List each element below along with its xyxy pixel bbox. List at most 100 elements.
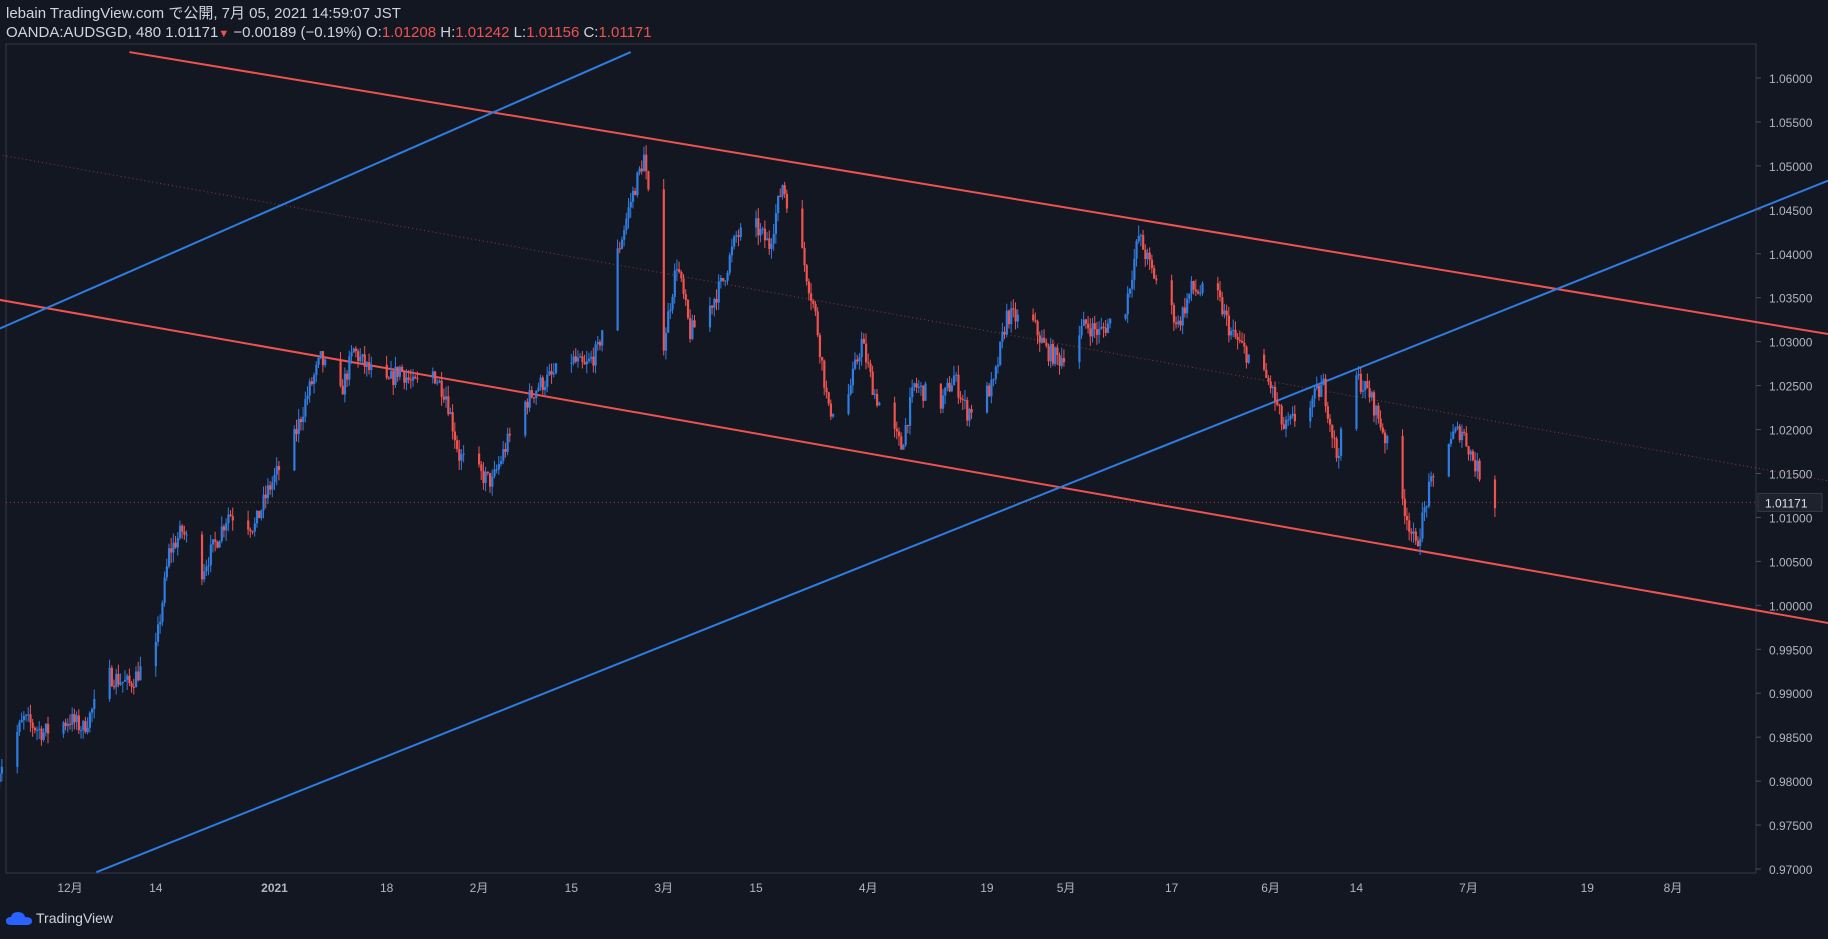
- candle-body: [504, 449, 507, 452]
- x-tick-label: 5月: [1057, 881, 1076, 895]
- candle-body: [1144, 249, 1147, 259]
- candle-body: [412, 376, 415, 381]
- candle-body: [1361, 390, 1365, 392]
- candle-body: [1199, 293, 1202, 295]
- candle-body: [1493, 479, 1497, 509]
- candle-body: [1269, 381, 1272, 389]
- candle-body: [865, 343, 868, 363]
- candle-body: [1289, 415, 1292, 420]
- candle-body: [1232, 329, 1235, 331]
- candle-body: [123, 679, 127, 682]
- candle-body: [1126, 293, 1129, 315]
- candle-body: [759, 229, 762, 236]
- candle-body: [908, 397, 912, 426]
- candle-body: [906, 425, 909, 427]
- candle-body: [823, 360, 826, 388]
- candle-body: [453, 431, 457, 441]
- candle-body: [1047, 345, 1050, 362]
- candle-body: [163, 577, 166, 603]
- candle-body: [805, 265, 808, 282]
- candle-body: [647, 171, 650, 190]
- candle-body: [1243, 342, 1246, 347]
- candle-body: [1458, 426, 1461, 441]
- candle-body: [1150, 259, 1154, 269]
- candle-body: [405, 377, 408, 383]
- candle-body: [449, 412, 452, 415]
- candle-body: [200, 534, 204, 580]
- candle-body: [1078, 335, 1081, 363]
- candle-body: [64, 722, 67, 726]
- candle-body: [176, 538, 179, 548]
- candle-body: [128, 675, 131, 684]
- candle-body: [508, 433, 511, 436]
- close-value: 1.01171: [598, 24, 652, 41]
- candle-body: [310, 381, 314, 384]
- candle-body: [394, 366, 397, 386]
- candle-body: [321, 351, 325, 366]
- candle-body: [319, 351, 322, 358]
- trend-line-red-2: [129, 51, 1828, 336]
- candle-body: [939, 383, 942, 409]
- candle-body: [304, 399, 307, 417]
- candle-body: [1452, 431, 1455, 439]
- candle-body: [90, 709, 94, 713]
- candle-body: [992, 379, 995, 381]
- candle-body: [955, 374, 958, 376]
- candle-body: [1368, 388, 1371, 398]
- candle-body: [1106, 323, 1110, 333]
- candle-body: [1423, 507, 1426, 513]
- candle-body: [904, 425, 907, 445]
- candle-body: [948, 382, 951, 392]
- x-tick-label: 4月: [859, 881, 878, 895]
- candle-body: [1142, 235, 1145, 250]
- candle-body: [185, 534, 188, 536]
- candle-body: [1379, 418, 1382, 428]
- footer-brand[interactable]: TradingView: [6, 910, 113, 926]
- candle-body: [1051, 343, 1055, 364]
- candle-body: [209, 544, 212, 566]
- trend-line-blue-4: [0, 51, 632, 330]
- candle-body: [1328, 418, 1332, 425]
- x-tick-label: 2021: [261, 881, 288, 895]
- candle-body: [1309, 407, 1312, 422]
- candle-body: [1293, 413, 1296, 422]
- candle-body: [211, 539, 215, 545]
- candle-body: [1062, 358, 1066, 363]
- y-tick-label: 1.01500: [1769, 468, 1813, 482]
- candle-body: [205, 566, 208, 572]
- candle-body: [543, 387, 547, 390]
- candle-body: [174, 542, 177, 548]
- x-tick-label: 2月: [470, 881, 489, 895]
- candle-body: [583, 362, 586, 365]
- candle-body: [779, 195, 782, 197]
- candle-body: [1012, 308, 1015, 310]
- candle-body: [359, 356, 362, 362]
- candle-body: [1060, 358, 1063, 366]
- candle-body: [27, 714, 30, 716]
- candle-body: [594, 344, 597, 366]
- candle-body: [249, 529, 252, 532]
- candle-body: [451, 412, 454, 432]
- y-tick-label: 1.02000: [1769, 424, 1813, 438]
- candle-body: [396, 366, 399, 377]
- candle-body: [1267, 377, 1270, 382]
- candle-body: [893, 402, 896, 429]
- candle-body: [554, 363, 558, 374]
- change-value: −0.00189 (−0.19%): [233, 24, 362, 41]
- candle-body: [29, 714, 32, 723]
- candle-body: [22, 716, 26, 720]
- candle-body: [770, 243, 773, 249]
- candle-body: [919, 385, 923, 387]
- candle-body: [1326, 406, 1329, 419]
- candle-body: [990, 379, 993, 397]
- candle-body: [1276, 401, 1279, 405]
- x-tick-label: 12月: [57, 881, 82, 895]
- candle-body: [1133, 258, 1136, 280]
- candle-body: [77, 715, 80, 731]
- candle-body: [726, 272, 729, 281]
- candle-body: [220, 526, 223, 542]
- candle-body: [69, 723, 72, 725]
- candle-body: [1463, 431, 1466, 434]
- candle-body: [1043, 337, 1046, 343]
